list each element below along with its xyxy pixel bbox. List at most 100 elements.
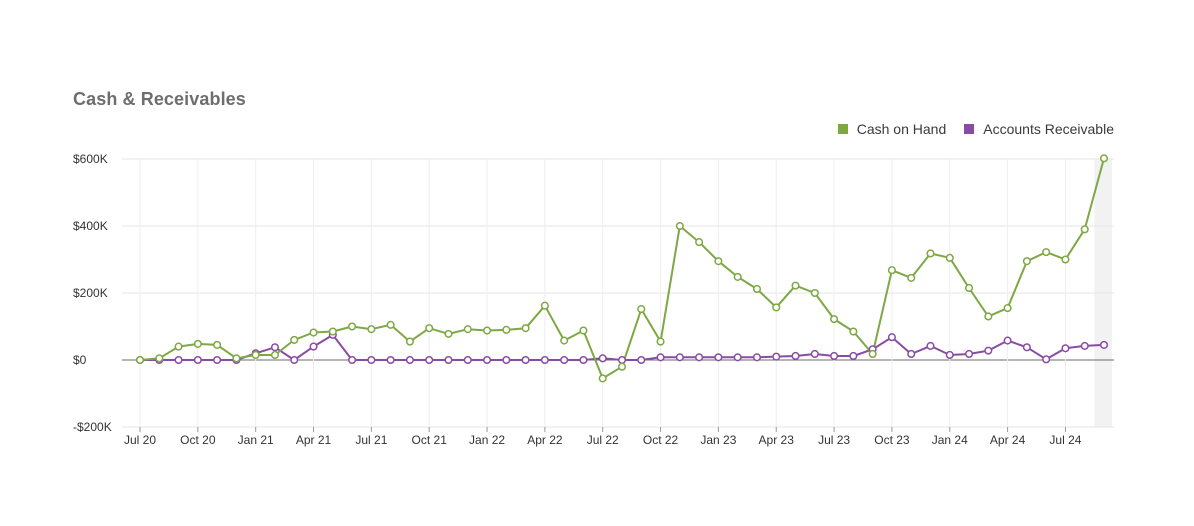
- data-point-accounts-receivable[interactable]: [444, 355, 453, 365]
- data-point-cash-on-hand[interactable]: [1099, 154, 1109, 163]
- data-point-cash-on-hand[interactable]: [232, 354, 241, 363]
- data-point-accounts-receivable[interactable]: [945, 350, 954, 360]
- data-point-accounts-receivable[interactable]: [926, 341, 935, 350]
- data-point-cash-on-hand[interactable]: [984, 312, 993, 321]
- data-point-cash-on-hand[interactable]: [405, 337, 414, 346]
- data-point-cash-on-hand[interactable]: [444, 329, 453, 338]
- data-point-cash-on-hand[interactable]: [810, 288, 819, 298]
- data-point-accounts-receivable[interactable]: [810, 349, 819, 359]
- data-point-accounts-receivable[interactable]: [348, 355, 357, 365]
- data-point-cash-on-hand[interactable]: [270, 350, 280, 360]
- data-point-cash-on-hand[interactable]: [193, 339, 202, 348]
- data-point-cash-on-hand[interactable]: [135, 355, 145, 365]
- data-point-cash-on-hand[interactable]: [637, 305, 646, 314]
- data-point-cash-on-hand[interactable]: [617, 362, 627, 371]
- data-point-accounts-receivable[interactable]: [309, 342, 318, 351]
- legend-item-accounts-receivable[interactable]: Accounts Receivable: [964, 121, 1114, 137]
- data-point-accounts-receivable[interactable]: [887, 333, 896, 342]
- data-point-cash-on-hand[interactable]: [521, 324, 530, 333]
- data-point-cash-on-hand[interactable]: [849, 327, 858, 336]
- data-point-cash-on-hand[interactable]: [926, 249, 935, 258]
- data-point-accounts-receivable[interactable]: [425, 355, 434, 365]
- data-point-accounts-receivable[interactable]: [463, 355, 472, 365]
- data-point-accounts-receivable[interactable]: [270, 343, 280, 352]
- data-point-accounts-receivable[interactable]: [984, 346, 993, 355]
- data-point-cash-on-hand[interactable]: [463, 325, 472, 334]
- data-point-accounts-receivable[interactable]: [714, 353, 723, 362]
- data-point-cash-on-hand[interactable]: [367, 325, 376, 334]
- data-point-cash-on-hand[interactable]: [482, 326, 492, 335]
- legend-item-cash-on-hand[interactable]: Cash on Hand: [837, 121, 946, 137]
- data-point-accounts-receivable[interactable]: [1022, 343, 1031, 352]
- data-point-accounts-receivable[interactable]: [907, 349, 916, 359]
- data-point-accounts-receivable[interactable]: [695, 353, 704, 362]
- data-point-cash-on-hand[interactable]: [964, 283, 974, 293]
- data-point-accounts-receivable[interactable]: [1080, 341, 1089, 350]
- data-point-cash-on-hand[interactable]: [675, 221, 684, 231]
- data-point-cash-on-hand[interactable]: [1061, 255, 1070, 264]
- data-point-cash-on-hand[interactable]: [386, 320, 395, 329]
- data-point-accounts-receivable[interactable]: [830, 351, 839, 361]
- data-point-cash-on-hand[interactable]: [733, 272, 742, 281]
- data-point-accounts-receivable[interactable]: [656, 353, 665, 362]
- data-point-accounts-receivable[interactable]: [791, 351, 800, 361]
- data-point-accounts-receivable[interactable]: [386, 355, 395, 365]
- data-point-cash-on-hand[interactable]: [868, 349, 877, 359]
- data-point-cash-on-hand[interactable]: [791, 281, 800, 290]
- data-point-cash-on-hand[interactable]: [540, 301, 549, 310]
- data-point-accounts-receivable[interactable]: [521, 355, 530, 365]
- data-point-accounts-receivable[interactable]: [1099, 340, 1109, 349]
- data-point-cash-on-hand[interactable]: [425, 324, 434, 333]
- x-tick-label: Jul 21: [355, 433, 387, 447]
- data-point-cash-on-hand[interactable]: [579, 326, 588, 335]
- data-point-accounts-receivable[interactable]: [213, 355, 222, 365]
- data-point-accounts-receivable[interactable]: [174, 355, 183, 365]
- data-point-accounts-receivable[interactable]: [733, 353, 742, 362]
- data-point-accounts-receivable[interactable]: [579, 355, 588, 365]
- data-point-accounts-receivable[interactable]: [1042, 355, 1051, 364]
- data-point-cash-on-hand[interactable]: [251, 350, 260, 360]
- data-point-cash-on-hand[interactable]: [598, 374, 607, 383]
- data-point-accounts-receivable[interactable]: [675, 353, 684, 362]
- data-point-cash-on-hand[interactable]: [830, 315, 839, 324]
- data-point-accounts-receivable[interactable]: [617, 355, 627, 365]
- data-point-cash-on-hand[interactable]: [348, 322, 357, 331]
- data-point-accounts-receivable[interactable]: [964, 349, 974, 359]
- data-point-cash-on-hand[interactable]: [907, 273, 916, 282]
- data-point-accounts-receivable[interactable]: [1061, 344, 1070, 353]
- data-point-accounts-receivable[interactable]: [772, 352, 781, 361]
- data-point-accounts-receivable[interactable]: [502, 355, 511, 365]
- data-point-cash-on-hand[interactable]: [1022, 257, 1031, 266]
- data-point-accounts-receivable[interactable]: [540, 355, 549, 365]
- data-point-cash-on-hand[interactable]: [560, 336, 569, 345]
- data-point-accounts-receivable[interactable]: [637, 355, 646, 365]
- data-point-cash-on-hand[interactable]: [714, 257, 723, 266]
- data-point-accounts-receivable[interactable]: [405, 355, 414, 365]
- data-point-accounts-receivable[interactable]: [849, 351, 858, 361]
- data-point-cash-on-hand[interactable]: [155, 354, 164, 363]
- data-point-cash-on-hand[interactable]: [752, 284, 762, 294]
- data-point-accounts-receivable[interactable]: [598, 354, 607, 363]
- data-point-cash-on-hand[interactable]: [213, 340, 222, 349]
- data-point-cash-on-hand[interactable]: [1042, 248, 1051, 257]
- data-point-accounts-receivable[interactable]: [560, 355, 569, 365]
- data-point-accounts-receivable[interactable]: [752, 353, 762, 362]
- data-point-cash-on-hand[interactable]: [174, 342, 183, 351]
- data-point-cash-on-hand[interactable]: [1080, 225, 1089, 234]
- data-point-cash-on-hand[interactable]: [290, 335, 299, 344]
- y-tick-label: $400K: [73, 219, 108, 233]
- data-point-cash-on-hand[interactable]: [695, 238, 704, 247]
- data-point-accounts-receivable[interactable]: [482, 355, 492, 365]
- data-point-cash-on-hand[interactable]: [328, 327, 337, 336]
- data-point-cash-on-hand[interactable]: [309, 328, 318, 337]
- data-point-cash-on-hand[interactable]: [945, 253, 954, 262]
- data-point-accounts-receivable[interactable]: [193, 355, 202, 365]
- data-point-cash-on-hand[interactable]: [1003, 304, 1012, 313]
- data-point-cash-on-hand[interactable]: [772, 303, 781, 312]
- data-point-accounts-receivable[interactable]: [1003, 336, 1012, 345]
- data-point-accounts-receivable[interactable]: [290, 355, 299, 365]
- data-point-accounts-receivable[interactable]: [367, 355, 376, 365]
- data-point-cash-on-hand[interactable]: [502, 325, 511, 334]
- data-point-cash-on-hand[interactable]: [656, 337, 665, 346]
- data-point-cash-on-hand[interactable]: [887, 266, 896, 275]
